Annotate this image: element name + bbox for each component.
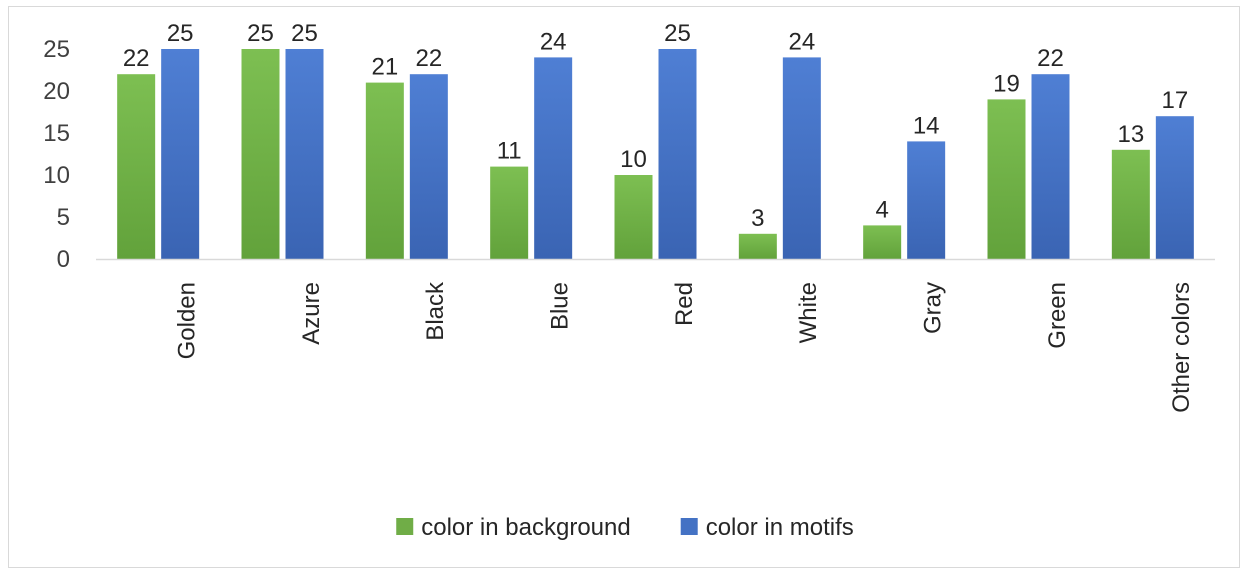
bar-color-in-background-black: [365, 82, 404, 259]
category-label-blue: Blue: [547, 282, 574, 330]
category-label-red: Red: [671, 282, 698, 326]
data-labels-group: 22 25 25 25 21 22 11 24 10 25 3 24 4 14 19 22 13 17: [123, 20, 1188, 232]
y-tick-label: 10: [43, 162, 70, 189]
legend-item-color-in-background: color in background: [396, 514, 631, 541]
bar-color-in-motifs-azure: [285, 49, 324, 259]
bar-color-in-background-gray: [863, 225, 902, 259]
legend-label: color in background: [421, 514, 630, 541]
data-label-color-in-motifs-black: 22: [415, 45, 442, 72]
bar-color-in-motifs-white: [782, 57, 821, 260]
data-label-color-in-background-other-colors: 13: [1117, 121, 1144, 148]
legend: color in background color in motifs: [396, 514, 854, 541]
bar-color-in-background-green: [987, 99, 1026, 260]
bar-color-in-background-blue: [490, 166, 529, 259]
y-tick-label: 0: [57, 246, 70, 273]
bar-color-in-motifs-other-colors: [1155, 116, 1194, 259]
bar-color-in-background-azure: [241, 49, 280, 259]
legend-swatch: [680, 518, 698, 535]
bar-color-in-background-other-colors: [1111, 149, 1150, 259]
data-label-color-in-background-white: 3: [751, 205, 764, 232]
bar-color-in-motifs-gray: [907, 141, 946, 259]
bar-color-in-motifs-red: [658, 49, 697, 259]
bar-color-in-background-red: [614, 175, 653, 259]
category-label-golden: Golden: [174, 282, 201, 359]
data-label-color-in-background-gray: 4: [875, 196, 888, 223]
category-label-azure: Azure: [298, 282, 325, 345]
legend-item-color-in-motifs: color in motifs: [680, 514, 854, 541]
bar-series-group: [117, 49, 1194, 260]
bar-color-in-motifs-green: [1031, 74, 1070, 259]
bar-color-in-motifs-golden: [161, 49, 200, 259]
bar-color-in-background-golden: [117, 74, 156, 259]
y-axis: 0 5 10 15 20 25: [43, 36, 70, 273]
bar-color-in-motifs-blue: [534, 57, 573, 260]
category-label-green: Green: [1044, 282, 1071, 349]
data-label-color-in-motifs-blue: 24: [540, 28, 567, 55]
data-label-color-in-motifs-white: 24: [788, 28, 815, 55]
data-label-color-in-motifs-red: 25: [664, 20, 691, 47]
data-label-color-in-background-azure: 25: [247, 20, 274, 47]
y-tick-label: 25: [43, 36, 70, 63]
legend-swatch: [396, 518, 414, 535]
bar-color-in-motifs-black: [409, 74, 448, 259]
data-label-color-in-background-black: 21: [371, 54, 398, 81]
y-tick-label: 15: [43, 120, 70, 147]
category-label-white: White: [795, 282, 822, 343]
data-label-color-in-motifs-other-colors: 17: [1161, 87, 1188, 114]
data-label-color-in-background-green: 19: [993, 70, 1020, 97]
category-label-black: Black: [422, 281, 449, 341]
data-label-color-in-motifs-golden: 25: [167, 20, 194, 47]
y-tick-label: 5: [57, 204, 70, 231]
category-label-gray: Gray: [920, 282, 947, 334]
data-label-color-in-motifs-azure: 25: [291, 20, 318, 47]
legend-label: color in motifs: [706, 514, 854, 541]
category-labels-group: Golden Azure Black Blue Red White Gray Green Oth…: [174, 281, 1196, 413]
data-label-color-in-motifs-green: 22: [1037, 45, 1064, 72]
data-label-color-in-background-blue: 11: [497, 138, 522, 165]
y-tick-label: 20: [43, 78, 70, 105]
category-label-other-colors: Other colors: [1168, 282, 1195, 413]
data-label-color-in-motifs-gray: 14: [913, 112, 940, 139]
bar-color-in-background-white: [738, 233, 777, 259]
data-label-color-in-background-golden: 22: [123, 45, 150, 72]
data-label-color-in-background-red: 10: [620, 146, 647, 173]
